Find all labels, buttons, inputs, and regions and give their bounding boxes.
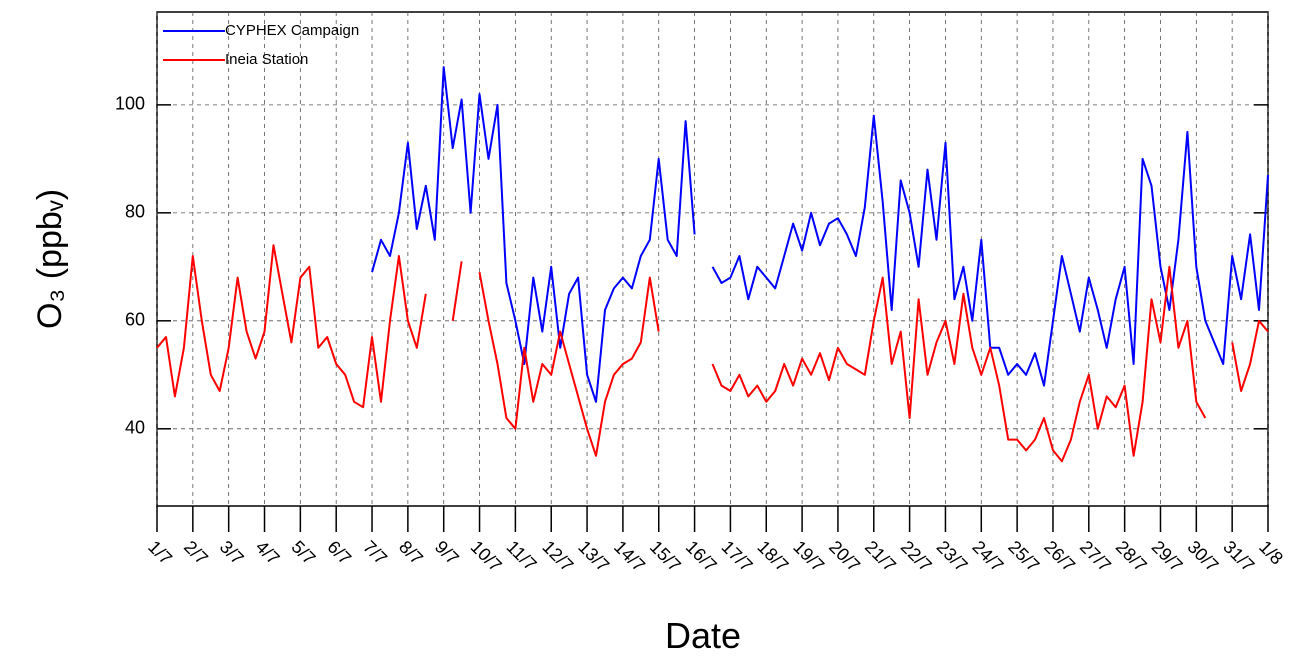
x-tick-label: 6/7 bbox=[323, 537, 355, 569]
x-tick-label: 4/7 bbox=[252, 537, 284, 569]
x-tick-label: 5/7 bbox=[288, 537, 320, 569]
series-line bbox=[371, 66, 1269, 403]
x-tick-label: 20/7 bbox=[825, 537, 864, 576]
y-tick-label: 100 bbox=[115, 94, 145, 114]
y-tick-label: 80 bbox=[125, 202, 145, 222]
x-tick-label: 15/7 bbox=[646, 537, 685, 576]
x-tick-label: 12/7 bbox=[538, 537, 577, 576]
x-tick-label: 28/7 bbox=[1112, 537, 1151, 576]
y-axis-label: O₃ (ppbᵥ) bbox=[31, 189, 69, 329]
x-tick-label: 31/7 bbox=[1219, 537, 1258, 576]
x-tick-label: 30/7 bbox=[1183, 537, 1222, 576]
x-tick-label: 3/7 bbox=[216, 537, 248, 569]
x-tick-label: 29/7 bbox=[1148, 537, 1187, 576]
x-tick-label: 25/7 bbox=[1004, 537, 1043, 576]
y-tick-label: 60 bbox=[125, 310, 145, 330]
x-tick-label: 19/7 bbox=[789, 537, 828, 576]
x-tick-label: 26/7 bbox=[1040, 537, 1079, 576]
legend-label: CYPHEX Campaign bbox=[225, 22, 359, 39]
x-tick-label: 23/7 bbox=[933, 537, 972, 576]
x-tick-label: 10/7 bbox=[467, 537, 506, 576]
x-tick-label: 13/7 bbox=[574, 537, 613, 576]
x-axis-label: Date bbox=[665, 615, 741, 656]
x-tick-label: 11/7 bbox=[503, 537, 541, 575]
x-tick-label: 14/7 bbox=[610, 537, 649, 576]
x-tick-label: 7/7 bbox=[359, 537, 391, 569]
plot-frame bbox=[156, 11, 1269, 507]
x-tick-label: 2/7 bbox=[180, 537, 212, 569]
series-line bbox=[156, 244, 1269, 463]
x-tick-label: 24/7 bbox=[968, 537, 1007, 576]
x-tick-label: 21/7 bbox=[861, 537, 900, 576]
x-tick-label: 8/7 bbox=[395, 537, 427, 569]
x-tick-label: 22/7 bbox=[897, 537, 936, 576]
x-tick-label: 27/7 bbox=[1076, 537, 1115, 576]
x-tick-label: 18/7 bbox=[753, 537, 792, 576]
x-tick-label: 1/8 bbox=[1255, 537, 1287, 569]
x-tick-label: 9/7 bbox=[431, 537, 463, 569]
x-tick-label: 1/7 bbox=[144, 537, 176, 569]
x-tick-label: 16/7 bbox=[682, 537, 721, 576]
legend-label: Ineia Station bbox=[225, 51, 308, 68]
y-tick-label: 40 bbox=[125, 418, 145, 438]
x-tick-label: 17/7 bbox=[718, 537, 757, 576]
